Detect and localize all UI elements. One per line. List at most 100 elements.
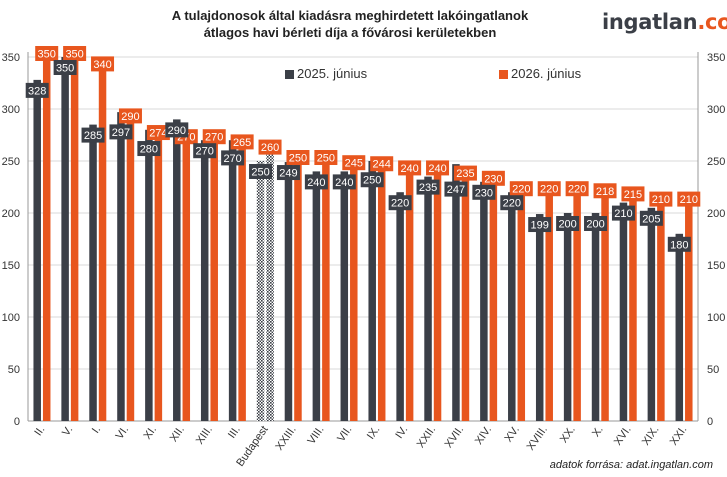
data-label-2025: 220 [503,198,521,210]
bar-2025 [563,213,572,421]
data-label-2025-box [667,236,691,252]
bar-2025 [89,124,97,421]
bar-2025 [145,129,153,422]
data-label-2026-box [286,150,310,165]
brand-name: ingatlan [602,10,698,34]
bar-2025 [33,79,41,421]
bar-2025 [591,213,600,421]
data-label-2025-box [276,165,300,181]
data-label-2025-box [332,174,356,190]
bar-2026 [433,171,442,421]
data-label-2025-box [556,216,580,231]
data-label-2026-box [146,125,170,141]
x-tick-label: XX. [558,424,578,445]
data-label-2025: 230 [475,187,493,199]
x-tick-label: VII. [335,424,354,444]
data-label-2026: 265 [233,137,251,149]
data-label-2025: 328 [28,85,46,97]
data-label-2025: 205 [642,213,660,225]
bar-2025 [368,161,376,421]
x-tick-label: XII. [168,424,187,444]
data-label-2026: 350 [65,49,83,61]
data-label-2025: 210 [614,208,632,220]
data-label-2026-box [91,56,115,72]
bar-2026 [322,161,330,421]
data-label-2026-box [63,46,87,61]
data-label-2025: 290 [168,125,186,137]
data-label-2026: 245 [345,158,363,170]
data-label-2026-box [537,181,561,197]
bar-2026 [154,136,163,422]
x-tick-label: XIII. [194,424,215,447]
data-label-2026: 218 [596,186,614,198]
bar-2026 [489,181,498,421]
bar-2026 [182,140,191,421]
y-tick-label-right: 150 [707,260,725,272]
data-label-2026: 340 [93,59,111,71]
x-tick-label: XVIII. [525,424,550,453]
data-label-2025-box [221,150,245,166]
x-tick-label: XIX. [640,424,662,448]
bar-2026 [294,161,302,421]
x-tick-label: VIII. [306,424,327,447]
bar-2026 [517,192,526,421]
data-label-2026: 270 [205,132,223,144]
data-label-2026: 220 [568,184,586,196]
data-label-2026-box [426,160,450,176]
data-label-2026-box [202,129,226,145]
data-label-2026-box [593,183,617,199]
y-tick-label-left: 300 [2,104,20,116]
chart-title: A tulajdonosok által kiadásra meghirdete… [140,7,560,41]
y-tick-label-right: 200 [707,208,725,220]
bar-2025 [256,161,265,421]
data-label-2025: 280 [140,144,158,156]
source-note: adatok forrása: adat.ingatlan.com [549,459,713,471]
data-label-2026-box [118,108,142,124]
x-tick-label: V. [60,424,75,439]
data-label-2026-box [649,191,673,207]
y-tick-label-right: 250 [707,156,725,168]
title-line-2: átlagos havi bérleti díja a fővárosi ker… [203,25,497,40]
data-label-2025: 200 [558,219,576,231]
data-label-2025-box [165,122,189,138]
bar-2025 [173,119,181,422]
x-tick-label: I. [90,424,103,436]
data-label-2026: 240 [400,163,418,175]
bar-2026 [126,119,135,422]
data-label-2026: 274 [149,128,167,140]
data-label-2026-box [481,170,505,186]
data-label-2025: 180 [670,239,688,251]
data-label-2025-box [584,216,608,231]
bar-2026 [350,166,358,421]
data-label-2026-box [565,181,589,197]
data-label-2025: 249 [279,168,297,180]
data-label-2026: 290 [121,111,139,123]
data-label-2026: 220 [512,184,530,196]
bar-2025 [340,171,349,421]
data-label-2025: 240 [307,177,325,189]
x-tick-label: XXI. [668,424,690,448]
x-tick-label: III. [226,424,243,441]
bar-2025 [452,164,460,421]
y-tick-label-right: 50 [707,364,719,376]
y-tick-label-left: 200 [2,208,20,220]
bar-2026 [461,176,470,421]
bar-2025 [619,202,628,421]
x-tick-label: VI. [114,424,132,442]
data-label-2025: 270 [223,153,241,165]
data-label-2025-box [304,174,328,190]
bar-2025 [284,162,293,422]
bar-2026 [657,202,665,421]
data-label-2026: 250 [317,153,335,165]
bar-2026 [685,202,693,421]
x-tick-label: II. [32,424,47,438]
data-label-2026-box [314,150,338,165]
data-label-2026: 260 [261,142,279,154]
data-label-2026-box [453,165,477,181]
bar-2025 [647,207,656,421]
bar-2025 [535,214,544,421]
bar-2026 [405,171,414,421]
bars [33,57,693,422]
bar-2025 [424,176,432,421]
